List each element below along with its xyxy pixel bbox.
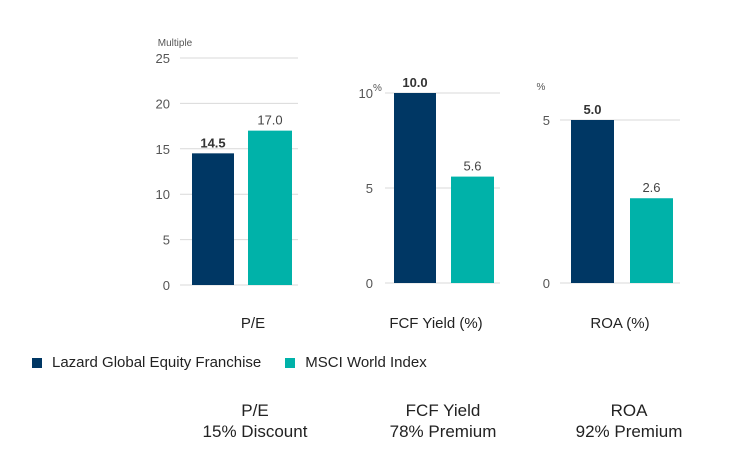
legend-item-msci: MSCI World Index bbox=[285, 354, 427, 371]
comparison-charts: 0 5 10 15 20 25 Multiple 14.5 17.0 P/E 0 5 10% 10.0 5.… bbox=[156, 38, 680, 332]
fcf-y-tick-label: 10 bbox=[359, 86, 373, 101]
summary-roa: ROA 92% Premium bbox=[549, 400, 709, 442]
fcf-data-label-msci: 5.6 bbox=[463, 159, 481, 174]
fcf-bar-msci bbox=[451, 176, 494, 283]
pe-y-tick-label: 5 bbox=[163, 233, 170, 248]
legend-label-lazard: Lazard Global Equity Franchise bbox=[52, 354, 262, 371]
summary-pe: P/E 15% Discount bbox=[175, 400, 335, 442]
summary-pe-metric: P/E bbox=[241, 401, 269, 420]
roa-data-label-lazard: 5.0 bbox=[583, 102, 601, 117]
pe-y-tick-label: 25 bbox=[156, 51, 170, 66]
summary-fcf: FCF Yield 78% Premium bbox=[363, 400, 523, 442]
roa-category-label: ROA (%) bbox=[590, 315, 649, 332]
roa-bar-lazard bbox=[571, 120, 614, 283]
pe-unit-label: Multiple bbox=[158, 38, 193, 49]
fcf-unit-label: % bbox=[373, 83, 382, 94]
legend-swatch-msci bbox=[285, 357, 296, 368]
legend-label-msci: MSCI World Index bbox=[305, 354, 427, 371]
pe-y-tick-label: 0 bbox=[163, 278, 170, 293]
roa-bar-msci bbox=[630, 198, 673, 283]
summary-fcf-text: 78% Premium bbox=[389, 422, 497, 441]
roa-data-label-msci: 2.6 bbox=[642, 180, 660, 195]
pe-data-label-msci: 17.0 bbox=[257, 113, 282, 128]
pe-y-tick-label: 10 bbox=[156, 187, 170, 202]
roa-unit-label: % bbox=[537, 82, 546, 93]
summary-roa-text: 92% Premium bbox=[575, 422, 683, 441]
fcf-data-label-lazard: 10.0 bbox=[402, 75, 427, 90]
roa-y-tick-label: 5 bbox=[543, 113, 550, 128]
roa-y-tick-label: 0 bbox=[543, 276, 550, 291]
summary-fcf-metric: FCF Yield bbox=[405, 401, 481, 420]
pe-bar-lazard bbox=[192, 153, 234, 285]
fcf-category-label: FCF Yield (%) bbox=[389, 315, 482, 332]
legend-item-lazard: Lazard Global Equity Franchise bbox=[32, 354, 261, 371]
pe-y-tick-label: 20 bbox=[156, 96, 170, 111]
fcf-y-tick-label: 0 bbox=[366, 276, 373, 291]
pe-data-label-lazard: 14.5 bbox=[200, 135, 225, 150]
summary-roa-metric: ROA bbox=[610, 401, 648, 420]
pe-bar-msci bbox=[248, 130, 292, 285]
fcf-y-tick-label: 5 bbox=[366, 181, 373, 196]
fcf-bar-lazard bbox=[394, 93, 436, 283]
summary-pe-text: 15% Discount bbox=[202, 422, 308, 441]
pe-category-label: P/E bbox=[241, 315, 265, 332]
pe-y-tick-label: 15 bbox=[156, 142, 170, 157]
legend-swatch-lazard bbox=[32, 357, 42, 368]
chart-legend: Lazard Global Equity Franchise MSCI Worl… bbox=[32, 354, 451, 371]
